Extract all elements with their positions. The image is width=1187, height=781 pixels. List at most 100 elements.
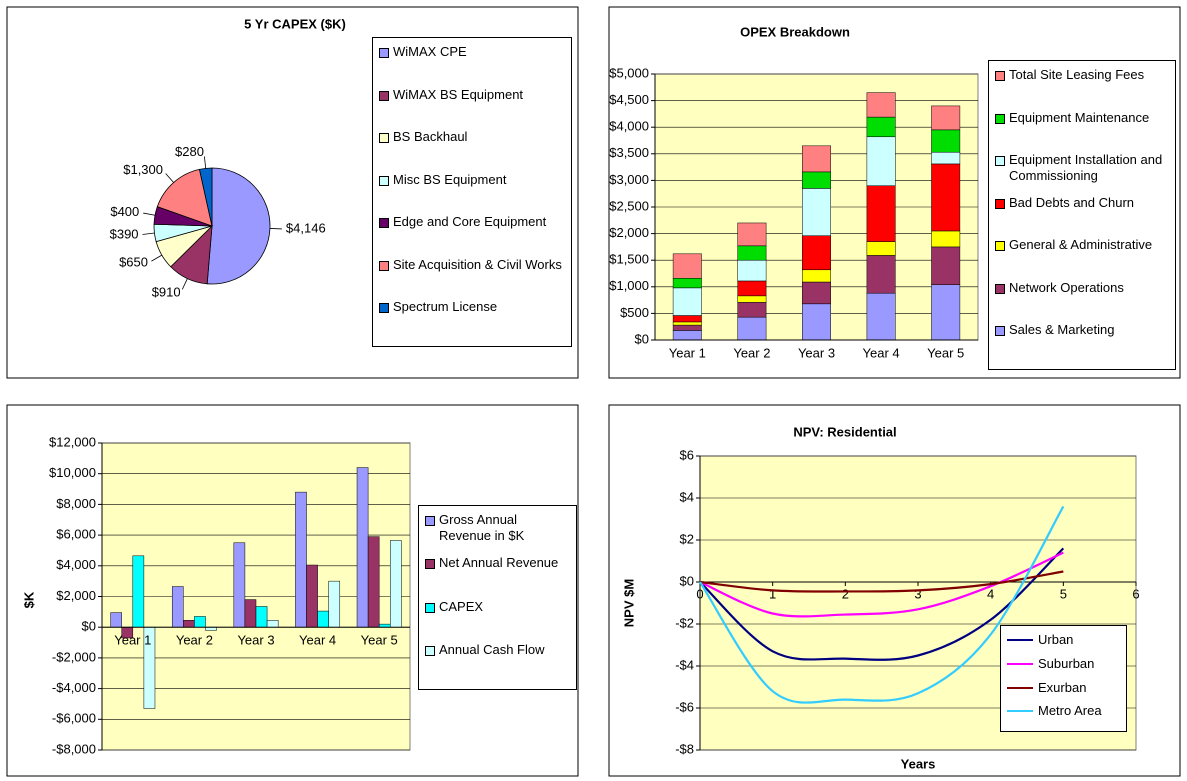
bar	[295, 491, 307, 628]
legend-swatch	[379, 48, 389, 58]
data-label: $400	[110, 204, 139, 219]
legend-item: Site Acquisition & Civil Works	[379, 257, 567, 273]
y-tick-label: $500	[620, 305, 649, 320]
legend-label: General & Administrative	[1009, 237, 1153, 253]
legend-item: Misc BS Equipment	[379, 172, 567, 188]
legend-swatch	[379, 133, 389, 144]
bar-segment	[672, 287, 702, 316]
bar-segment	[672, 321, 702, 326]
legend-swatch	[995, 198, 1005, 209]
y-tick-label: $12,000	[49, 434, 96, 449]
x-tick-label: 2	[842, 586, 849, 601]
legend-label: Misc BS Equipment	[393, 171, 507, 187]
legend-item: BS Backhaul	[379, 129, 567, 145]
legend-label: CAPEX	[439, 598, 484, 614]
legend-swatch	[379, 260, 389, 271]
legend-item: Net Annual Revenue	[425, 555, 572, 571]
y-tick-label: $5,000	[609, 65, 649, 80]
y-tick-label: $2,500	[609, 198, 649, 213]
x-tick-label: Year 1	[114, 633, 151, 648]
legend-item: Exurban	[1007, 680, 1122, 696]
bar	[306, 564, 318, 628]
bar	[255, 606, 268, 628]
legend-label: Suburban	[1038, 655, 1095, 671]
legend-item: CAPEX	[425, 599, 572, 615]
bar	[266, 620, 279, 628]
bar-segment	[802, 145, 831, 173]
y-tick-label: $1,000	[609, 278, 649, 293]
bar-segment	[737, 295, 767, 303]
legend-item: Bad Debts and Churn	[995, 195, 1171, 211]
x-tick-label: Year 4	[299, 633, 336, 648]
legend-label: Net Annual Revenue	[439, 555, 559, 571]
legend-label: BS Backhaul	[393, 129, 468, 145]
legend: Urban Suburban Exurban Metro Area	[1000, 625, 1127, 732]
legend-item: Metro Area	[1007, 703, 1122, 719]
y-tick-label: $0	[82, 619, 96, 634]
bar-segment	[672, 324, 702, 331]
x-tick-label: 3	[914, 586, 921, 601]
legend-item: Spectrum License	[379, 299, 567, 315]
bar	[110, 612, 122, 628]
legend-swatch	[379, 175, 389, 186]
y-tick-label: -$2	[675, 615, 694, 630]
legend-label: Bad Debts and Churn	[1009, 194, 1135, 210]
y-tick-label: $3,500	[609, 145, 649, 160]
y-tick-label: $6	[680, 447, 694, 462]
y-tick-label: $6,000	[56, 527, 96, 542]
legend-label: Metro Area	[1038, 703, 1102, 719]
legend-label: Urban	[1038, 632, 1074, 647]
legend-item: Equipment Maintenance	[995, 110, 1171, 126]
legend-label: Equipment Installation and Commissioning	[1009, 152, 1163, 184]
leader-line	[165, 173, 174, 183]
bar-segment	[737, 222, 767, 247]
legend-item: WiMAX CPE	[379, 44, 567, 60]
pie-slice	[198, 167, 213, 227]
y-axis-title: $K	[21, 591, 36, 608]
bar	[183, 620, 195, 628]
bar-segment	[672, 278, 702, 289]
legend-swatch	[425, 645, 435, 656]
legend-item: Sales & Marketing	[995, 322, 1171, 338]
y-tick-label: $2,000	[609, 225, 649, 240]
leader-line	[269, 228, 282, 230]
leader-line	[151, 254, 163, 262]
y-tick-label: -$6,000	[52, 711, 96, 726]
bar	[317, 610, 329, 628]
y-tick-label: -$4	[675, 657, 694, 672]
bar	[132, 555, 145, 628]
legend-swatch	[425, 559, 435, 570]
bar-segment	[802, 303, 831, 341]
x-tick-label: 0	[696, 586, 703, 601]
legend-swatch	[425, 602, 435, 613]
legend-item: Urban	[1007, 632, 1122, 648]
legend-swatch	[425, 516, 435, 526]
bar-segment	[931, 246, 961, 285]
bar-segment	[866, 185, 896, 242]
data-label: $910	[152, 284, 181, 299]
y-tick-label: $0	[680, 573, 694, 588]
bar-segment	[931, 163, 961, 232]
bar-segment	[802, 188, 831, 236]
bar-segment	[737, 245, 767, 261]
line-series	[699, 570, 1064, 593]
legend-label: Site Acquisition & Civil Works	[393, 256, 562, 272]
legend-line	[1007, 686, 1033, 689]
legend-swatch	[995, 71, 1005, 81]
bar-segment	[737, 316, 767, 341]
legend-label: Edge and Core Equipment	[393, 214, 547, 230]
legend-swatch	[995, 326, 1005, 337]
y-axis-title: NPV $M	[621, 579, 636, 627]
y-tick-label: -$8,000	[52, 741, 96, 756]
x-tick-label: 4	[987, 586, 994, 601]
data-label: $280	[175, 144, 204, 159]
legend-swatch	[995, 283, 1005, 294]
x-tick-label: Year 4	[863, 345, 900, 360]
legend-swatch	[995, 241, 1005, 252]
legend-swatch	[379, 90, 389, 101]
bar-segment	[802, 235, 831, 271]
y-tick-label: $1,500	[609, 252, 649, 267]
y-tick-label: -$2,000	[52, 649, 96, 664]
x-tick-label: 5	[1060, 586, 1067, 601]
